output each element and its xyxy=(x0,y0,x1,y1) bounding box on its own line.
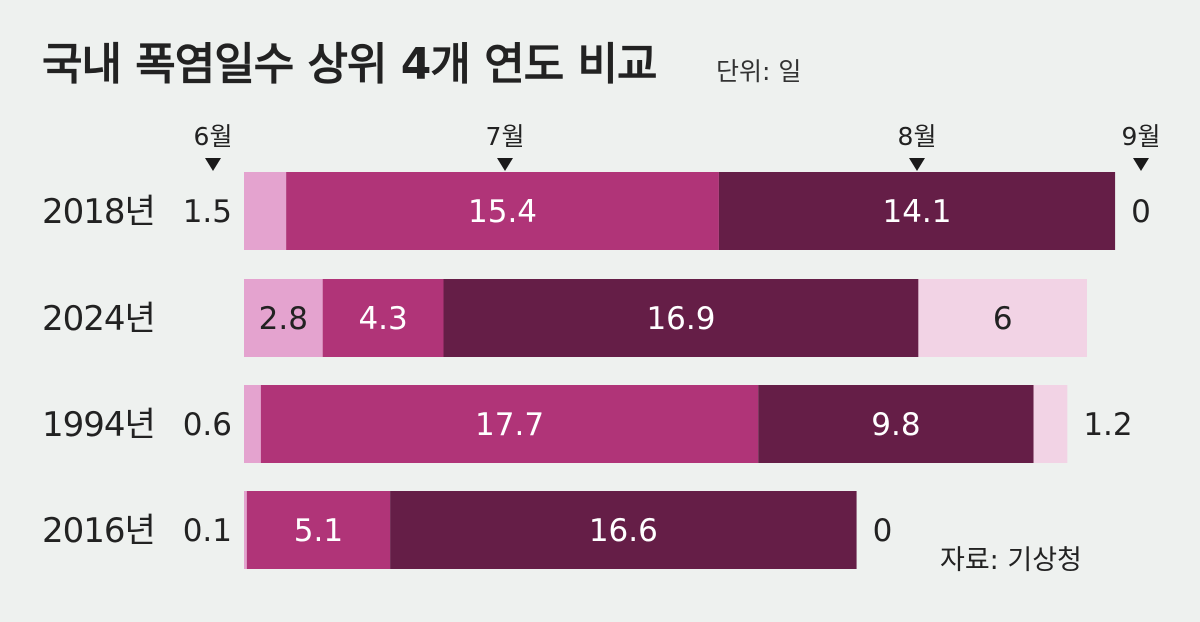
bar-segment xyxy=(244,172,287,250)
value-label: 5.1 xyxy=(294,513,343,549)
bar-segment xyxy=(260,385,759,463)
bar-segment xyxy=(758,385,1034,463)
bar-segment xyxy=(918,279,1087,357)
bar-segment xyxy=(286,172,719,250)
chart-title: 국내 폭염일수 상위 4개 연도 비교 xyxy=(42,39,657,90)
bar-segment xyxy=(244,385,261,463)
month-marker-label: 6월 xyxy=(194,122,233,151)
year-label: 2024년 xyxy=(42,299,155,339)
month-marker-arrow xyxy=(205,158,221,171)
value-label: 9.8 xyxy=(871,407,920,443)
year-label: 2018년 xyxy=(42,192,155,232)
bar-segment xyxy=(244,279,323,357)
month-marker-label: 9월 xyxy=(1122,122,1161,151)
bar-segment xyxy=(244,491,247,569)
value-label: 0.1 xyxy=(183,513,232,549)
value-label: 1.5 xyxy=(183,194,232,230)
value-label: 6 xyxy=(993,301,1013,337)
bar-segment xyxy=(1033,385,1068,463)
month-marker-label: 7월 xyxy=(486,122,525,151)
bar-segment xyxy=(443,279,919,357)
value-label: 16.6 xyxy=(589,513,658,549)
value-label: 16.9 xyxy=(646,301,715,337)
value-label: 14.1 xyxy=(882,194,951,230)
source-label: 자료: 기상청 xyxy=(940,545,1082,576)
value-label: 0.6 xyxy=(183,407,232,443)
value-label: 0 xyxy=(873,513,893,549)
value-label: 17.7 xyxy=(475,407,544,443)
bar-segment xyxy=(322,279,444,357)
value-label: 0 xyxy=(1131,194,1151,230)
value-label: 15.4 xyxy=(468,194,537,230)
value-label: 1.2 xyxy=(1083,407,1132,443)
bar-segment xyxy=(246,491,391,569)
value-label: 4.3 xyxy=(358,301,407,337)
month-marker-arrow xyxy=(909,158,925,171)
month-marker-arrow xyxy=(497,158,513,171)
value-label: 2.8 xyxy=(259,301,308,337)
month-marker-arrow xyxy=(1133,158,1149,171)
bar-segment xyxy=(390,491,857,569)
year-label: 1994년 xyxy=(42,405,155,445)
month-marker-label: 8월 xyxy=(898,122,937,151)
unit-label: 단위: 일 xyxy=(716,57,802,86)
bar-segment xyxy=(718,172,1116,250)
year-label: 2016년 xyxy=(42,511,155,551)
